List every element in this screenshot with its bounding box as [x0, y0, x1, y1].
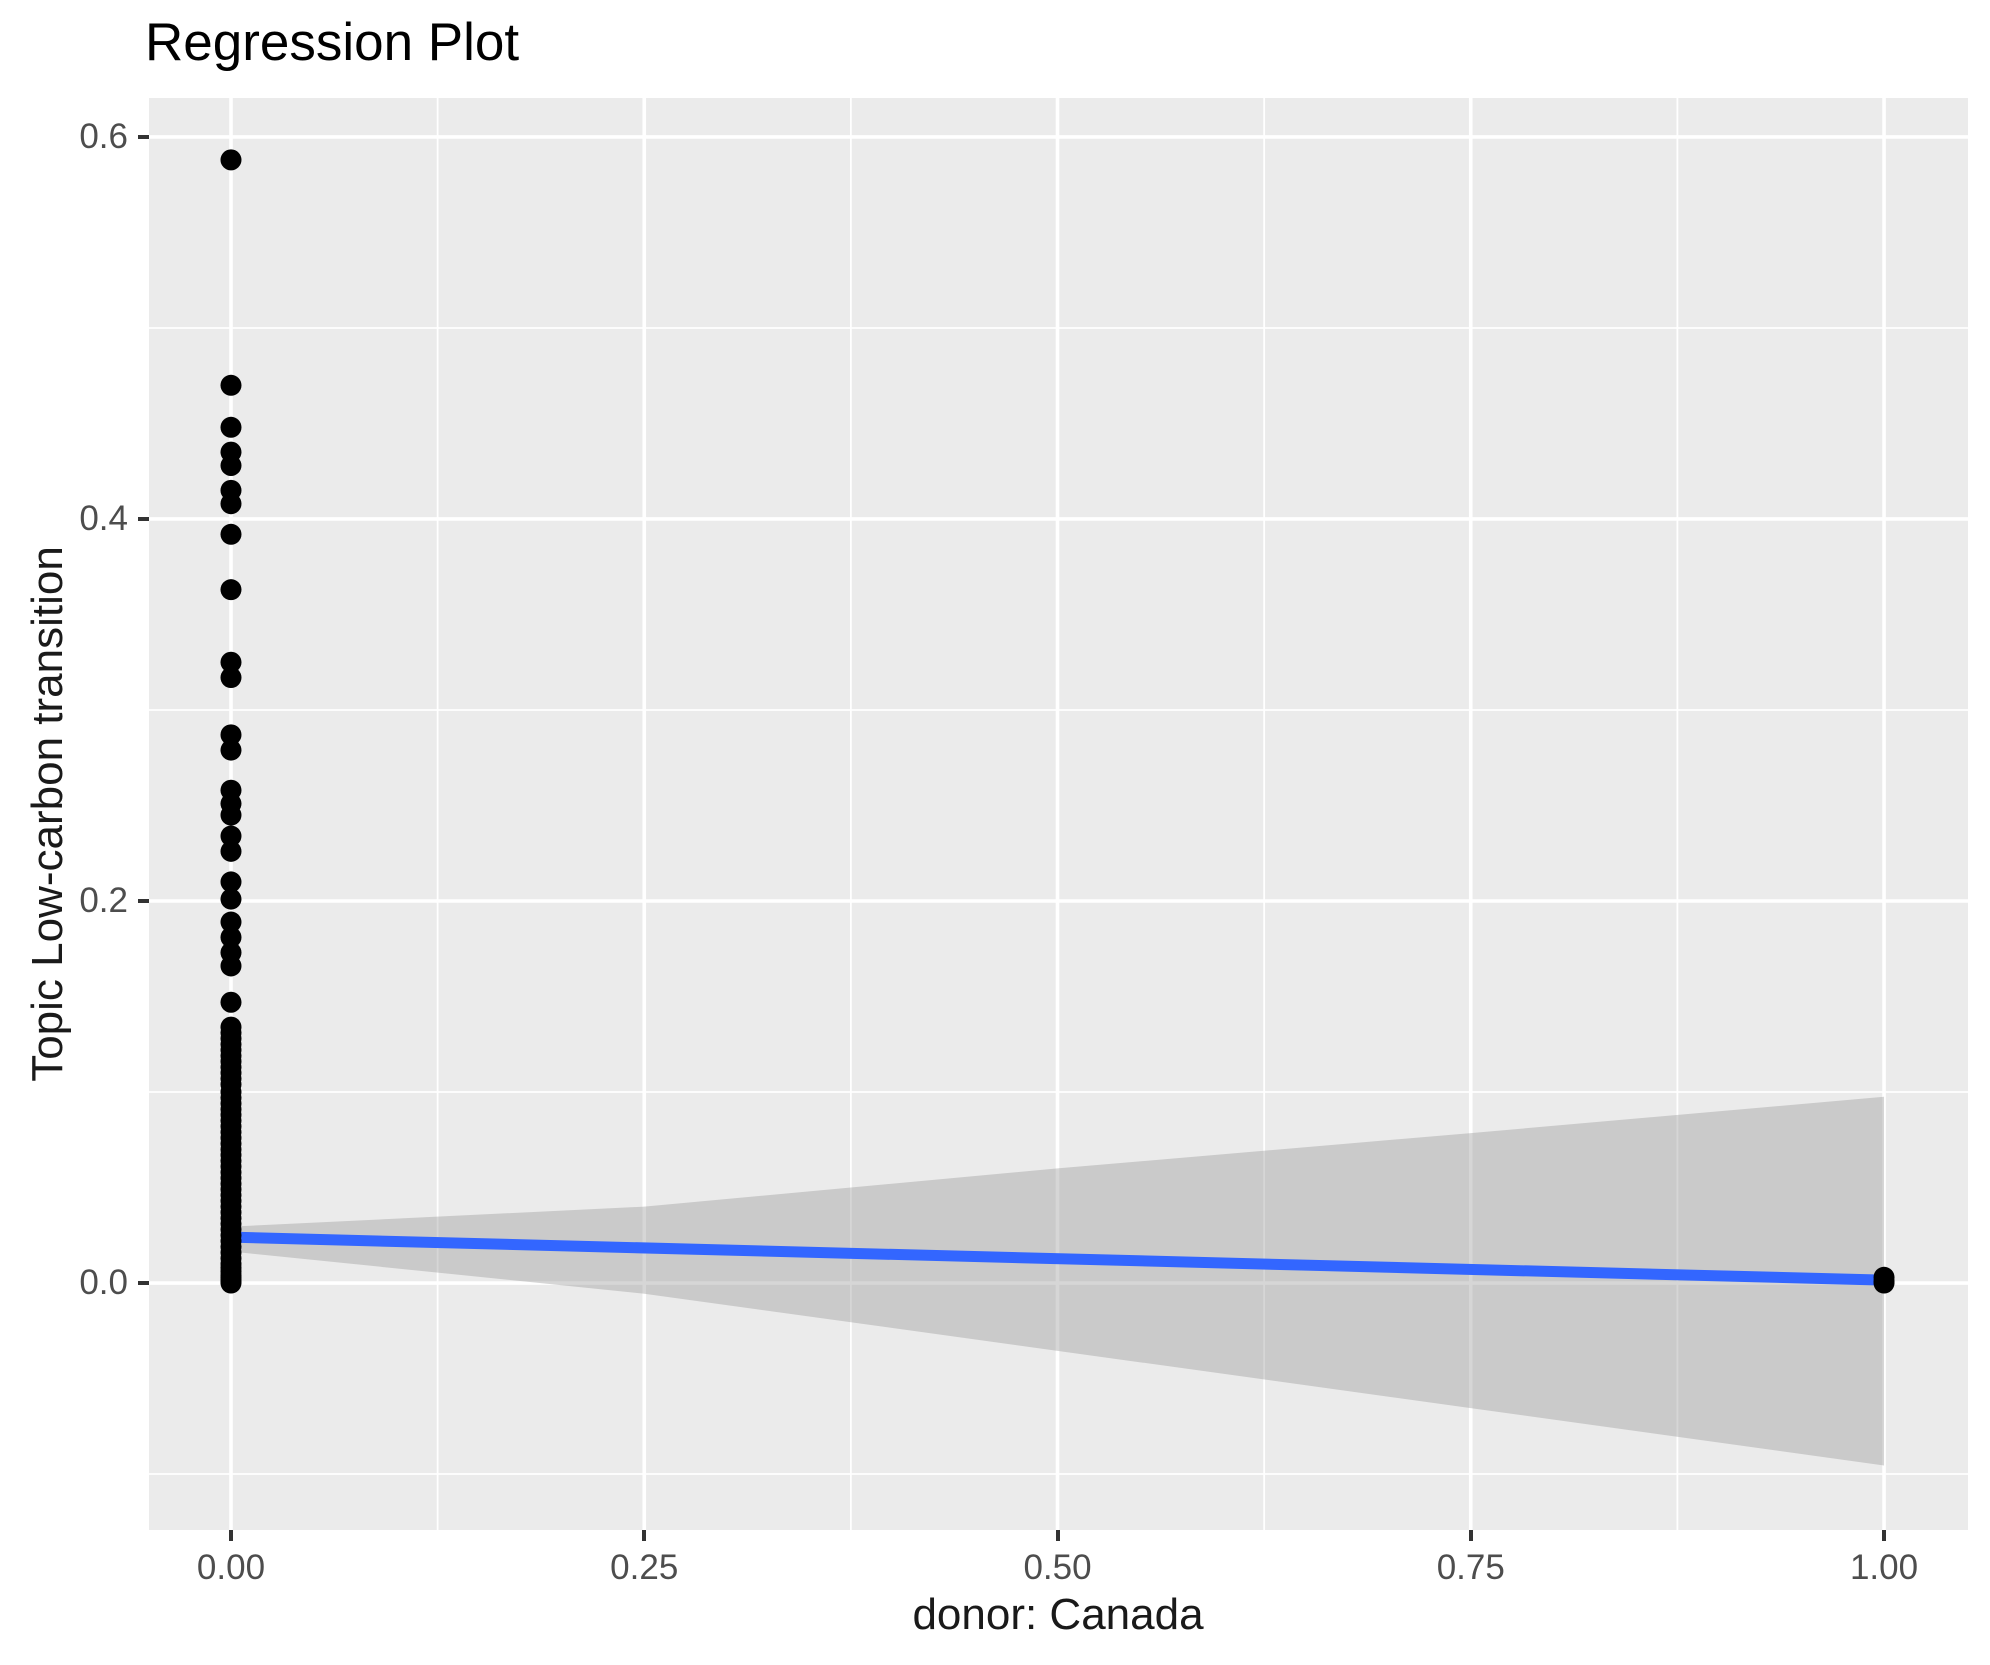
confidence-band: [230, 1096, 1885, 1466]
x-axis-tick-label: 0.50: [1023, 1548, 1092, 1587]
data-point: [1873, 1272, 1895, 1294]
data-point: [220, 416, 242, 438]
data-point: [220, 804, 242, 826]
x-axis-tick-mark: [1882, 1530, 1887, 1541]
y-axis-tick-label: 0.6: [79, 116, 128, 156]
regression-line: [230, 1231, 1885, 1286]
chart-canvas: [149, 98, 1968, 1530]
x-axis-title: donor: Canada: [912, 1590, 1204, 1639]
data-point: [220, 911, 242, 933]
data-point: [220, 871, 242, 893]
y-axis-tick-mark: [138, 1281, 149, 1286]
x-axis-tick-label: 1.00: [1849, 1548, 1919, 1587]
data-point: [220, 825, 242, 847]
data-point: [220, 149, 242, 171]
data-point: [220, 991, 242, 1013]
data-point: [220, 455, 242, 477]
y-axis-tick-label: 0.4: [79, 498, 128, 538]
data-point: [220, 667, 242, 689]
data-point: [220, 374, 242, 396]
data-point: [220, 739, 242, 761]
data-point: [220, 579, 242, 601]
y-axis-tick-mark: [138, 516, 149, 521]
data-point: [220, 523, 242, 545]
y-axis-title: Topic Low-carbon transition: [23, 546, 72, 1082]
data-point: [220, 840, 242, 862]
y-axis-tick-mark: [138, 899, 149, 903]
y-axis-tick-mark: [138, 134, 149, 139]
x-axis-tick-mark: [642, 1530, 647, 1541]
data-point: [220, 651, 242, 673]
plot-panel: [149, 98, 1968, 1530]
data-point: [220, 724, 242, 746]
y-axis-tick-label: 0.2: [79, 881, 128, 920]
data-point: [220, 926, 242, 948]
y-axis-tick-label: 0.0: [79, 1263, 128, 1303]
data-point: [220, 1272, 242, 1294]
x-axis-tick-mark: [1055, 1530, 1060, 1541]
data-point: [220, 493, 242, 515]
x-axis-tick-label: 0.00: [196, 1548, 266, 1587]
x-axis-tick-mark: [228, 1530, 233, 1541]
plot-title: Regression Plot: [145, 13, 520, 72]
x-axis-tick-label: 0.25: [610, 1548, 679, 1587]
data-point: [220, 955, 242, 977]
data-point: [220, 888, 242, 910]
x-axis-tick-mark: [1468, 1530, 1473, 1541]
x-axis-tick-label: 0.75: [1436, 1548, 1505, 1587]
